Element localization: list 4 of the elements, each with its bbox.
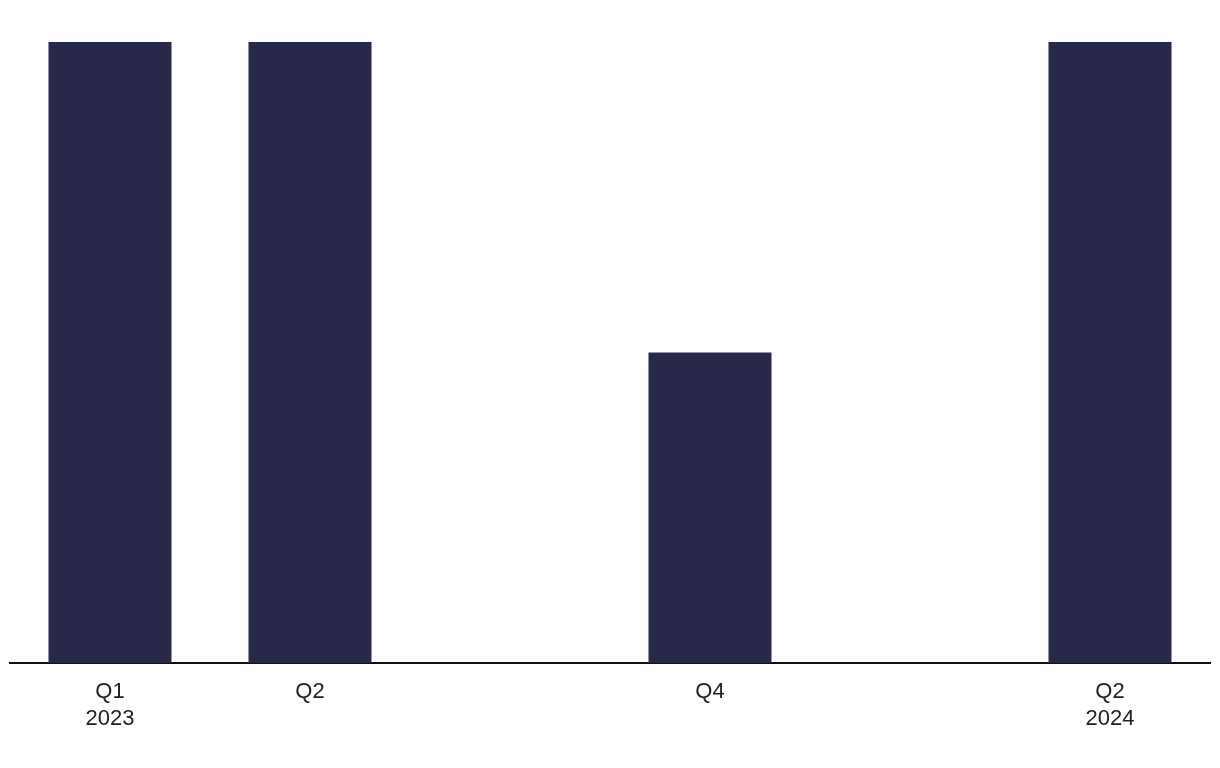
x-tick-label: Q2 2024 [1085,678,1135,730]
x-tick-label: Q2 [295,678,325,704]
x-tick-label: Q4 [695,678,725,704]
x-tick-label: Q1 2023 [85,678,135,730]
